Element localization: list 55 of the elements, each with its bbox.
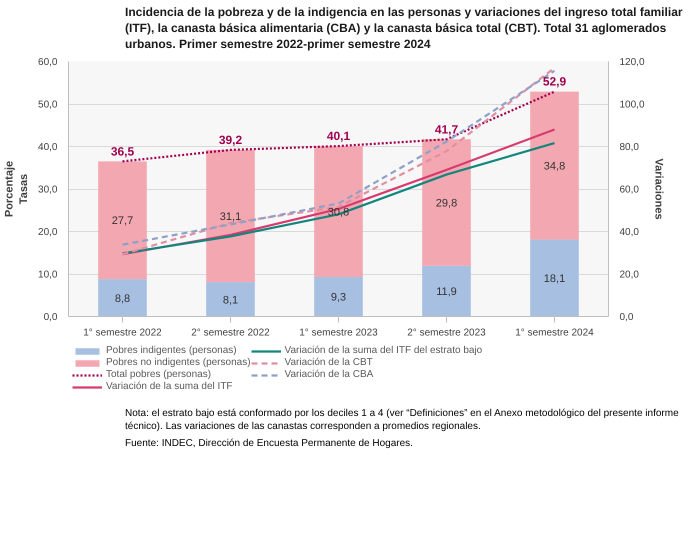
text: Nota: el estrato bajo está conformado por los deciles 1 a 4 (ver “Definiciones” en el Anexo metodológico del presente informe técnico). Las variaciones de las canastas corresponden a promedios regionales. [125,406,680,433]
bar [98,278,147,316]
y-tick-label: 40,0 [38,142,58,153]
bar [530,91,579,240]
x-tick-label: 2° semestre 2022 [191,327,270,338]
y-tick-label: 30,0 [38,184,58,196]
data-label: 29,8 [436,197,458,210]
y-tick-label: 50,0 [38,99,58,110]
y-tick-label: 20,0 [38,226,58,238]
y2-tick-label: 0,0 [620,312,634,323]
y2-axis-title: Variaciones [652,158,665,220]
x-tick-label: 1° semestre 2023 [299,327,378,338]
y2-tick-label: 40,0 [620,226,640,238]
bar [530,239,579,316]
data-label: 11,9 [436,286,457,298]
bar [206,282,255,316]
data-label: 39,2 [218,132,243,146]
legend-label: Variación de la CBA [284,368,374,381]
y2-tick-label: 60,0 [620,184,640,196]
legend-label: Total pobres (personas) [106,368,212,381]
data-label: 41,7 [434,122,459,136]
legend-label: Variación de la CBT [284,356,373,369]
y2-tick-label: 120,0 [620,56,645,68]
data-label: 40,1 [326,128,351,143]
data-label: 8,8 [114,292,130,304]
x-tick-label: 2° semestre 2023 [407,327,486,338]
bar [314,146,363,277]
y-tick-label: 60,0 [38,56,58,68]
data-label: 36,5 [110,144,135,158]
data-label: 31,1 [220,210,242,223]
chart-title: Incidencia de la pobreza y de la indigencia en las personas y variaciones del ingreso total familiar (ITF), la canasta básica alimentaria (CBA) y la canasta básica total (CBT). Total 31 aglomerados urbanos. Primer semestre 2022-primer semestre 2024 [125,4,684,53]
data-label: 9,3 [330,291,346,304]
legend-label: Variación de la suma del ITF del estrato bajo [284,344,482,357]
y2-tick-label: 80,0 [620,142,640,153]
y-axis-title: Porcentaje Tasas [4,160,30,217]
x-tick-label: 1° semestre 2022 [83,327,162,338]
y-tick-label: 0,0 [44,312,58,323]
legend-label: Variación de la suma del ITF [106,380,233,393]
y2-tick-label: 20,0 [620,269,640,280]
x-tick-label: 1° semestre 2024 [515,327,594,338]
legend-label: Pobres no indigentes (personas) [106,356,251,369]
y2-tick-label: 100,0 [620,99,645,110]
data-label: 8,1 [222,294,238,306]
bar [422,138,471,266]
legend-label: Pobres indigentes (personas) [106,344,237,357]
data-label: 34,8 [544,160,566,172]
bar [98,160,147,279]
source-note: Fuente: INDEC, Dirección de Encuesta Permanente de Hogares. [125,436,414,450]
data-label: 52,9 [542,74,567,88]
bar [422,265,471,316]
data-label: 18,1 [544,272,566,285]
data-label: 27,7 [112,214,134,227]
y-tick-label: 10,0 [38,269,58,280]
bar [206,149,255,282]
bar [314,276,363,316]
